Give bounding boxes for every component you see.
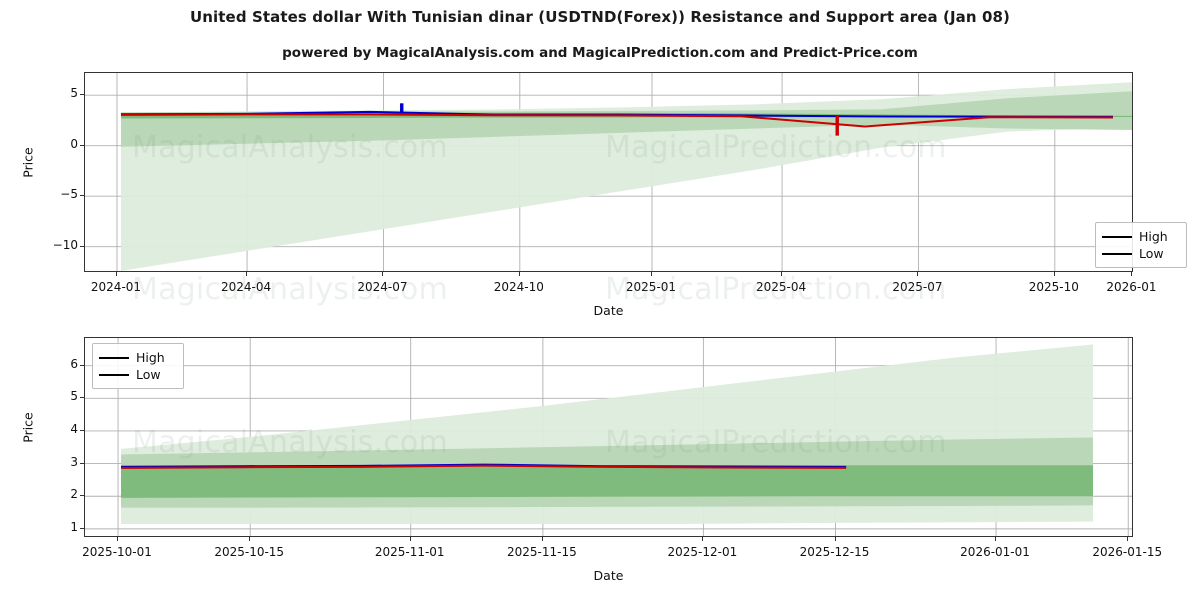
y-tick-label: 1 (70, 519, 78, 534)
x-tick-mark (995, 537, 997, 541)
y-tick-label: 5 (70, 86, 78, 101)
y-tick-label: 3 (70, 454, 78, 469)
legend-swatch-high (99, 356, 129, 359)
legend-swatch-low (1102, 252, 1132, 255)
y-tick-mark (80, 195, 84, 197)
x-tick-mark (781, 272, 783, 276)
x-tick-label: 2026-01-15 (1092, 545, 1163, 559)
x-tick-mark (117, 537, 119, 541)
x-tick-mark (246, 272, 248, 276)
legend-row-high: High (99, 349, 176, 366)
x-tick-label: 2026-01 (1106, 280, 1157, 294)
legend-label-low: Low (136, 367, 161, 382)
x-tick-label: 2025-01 (625, 280, 677, 294)
page-subtitle: powered by MagicalAnalysis.com and Magic… (282, 45, 918, 61)
y-tick-mark (80, 429, 84, 431)
x-tick-label: 2025-10 (1028, 280, 1079, 294)
y-tick-mark (80, 144, 84, 146)
y-tick-label: 0 (70, 136, 78, 151)
x-tick-label: 2024-01 (90, 280, 142, 294)
x-axis-label-top: Date (593, 303, 624, 318)
x-tick-label: 2025-12-01 (667, 545, 738, 559)
page-title: United States dollar With Tunisian dinar… (189, 8, 1011, 26)
x-tick-mark (1127, 537, 1129, 541)
y-tick-mark (80, 245, 84, 247)
x-tick-label: 2025-10-15 (214, 545, 285, 559)
x-tick-mark (650, 272, 652, 276)
y-tick-label: 4 (70, 421, 78, 436)
x-tick-mark (917, 272, 919, 276)
x-tick-label: 2024-10 (493, 280, 544, 294)
y-tick-label: −5 (60, 187, 78, 202)
legend-row-low: Low (99, 366, 176, 383)
y-tick-mark (80, 462, 84, 464)
y-tick-mark (80, 94, 84, 96)
x-tick-label: 2025-11-01 (374, 545, 445, 559)
x-tick-label: 2024-04 (220, 280, 272, 294)
legend-overview[interactable]: High Low (1095, 222, 1187, 268)
legend-swatch-low (99, 373, 129, 376)
x-tick-mark (249, 537, 251, 541)
legend-row-low: Low (1102, 245, 1179, 262)
x-axis-label-bottom: Date (593, 568, 624, 583)
y-tick-mark (80, 495, 84, 497)
x-tick-mark (834, 537, 836, 541)
x-tick-label: 2025-07 (892, 280, 943, 294)
x-tick-label: 2025-04 (755, 280, 807, 294)
y-tick-label: −10 (52, 237, 78, 252)
zoom-chart-svg (85, 338, 1132, 536)
legend-zoom[interactable]: High Low (92, 343, 184, 389)
y-tick-mark (80, 364, 84, 366)
x-tick-mark (382, 272, 384, 276)
y-tick-label: 5 (70, 389, 78, 404)
x-tick-mark (115, 272, 117, 276)
y-tick-label: 6 (70, 356, 78, 371)
x-tick-label: 2025-10-01 (82, 545, 152, 559)
y-tick-label: 2 (70, 487, 78, 502)
x-tick-label: 2025-11-15 (507, 545, 577, 559)
x-tick-mark (409, 537, 411, 541)
x-tick-label: 2025-12-15 (799, 545, 870, 559)
legend-row-high: High (1102, 228, 1179, 245)
x-tick-mark (1053, 272, 1055, 276)
overview-chart-svg (85, 73, 1132, 271)
x-tick-mark (1131, 272, 1133, 276)
legend-label-high: High (1139, 229, 1168, 244)
x-tick-label: 2024-07 (357, 280, 408, 294)
x-tick-mark (702, 537, 704, 541)
x-tick-label: 2026-01-01 (960, 545, 1030, 559)
legend-label-high: High (136, 350, 165, 365)
legend-swatch-high (1102, 235, 1132, 238)
legend-label-low: Low (1139, 246, 1164, 261)
x-tick-mark (541, 537, 543, 541)
zoom-chart-plot-area (84, 337, 1133, 537)
y-tick-mark (80, 397, 84, 399)
overview-chart-plot-area (84, 72, 1133, 272)
y-tick-mark (80, 527, 84, 529)
x-tick-mark (518, 272, 520, 276)
